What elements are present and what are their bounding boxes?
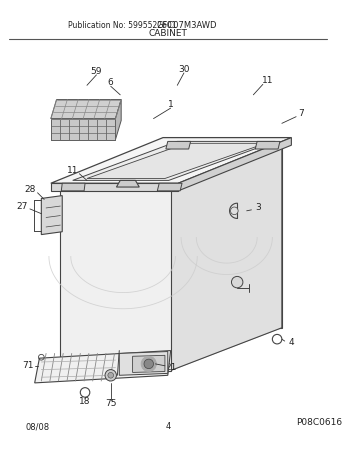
Polygon shape <box>166 141 191 149</box>
Polygon shape <box>157 183 182 191</box>
Circle shape <box>141 356 156 371</box>
Text: 11: 11 <box>67 166 78 175</box>
Text: 7: 7 <box>298 109 304 118</box>
Circle shape <box>231 207 238 215</box>
Polygon shape <box>61 183 85 191</box>
Text: 30: 30 <box>178 65 190 74</box>
Polygon shape <box>117 180 139 187</box>
Polygon shape <box>51 138 292 183</box>
Text: CABINET: CABINET <box>148 29 187 39</box>
Polygon shape <box>119 352 168 375</box>
Text: 3: 3 <box>255 203 261 212</box>
Polygon shape <box>41 196 62 235</box>
Polygon shape <box>133 355 165 372</box>
Text: 11: 11 <box>262 76 273 85</box>
Circle shape <box>105 370 117 381</box>
Text: GFC07M3AWD: GFC07M3AWD <box>156 21 217 30</box>
Text: 6: 6 <box>108 78 114 87</box>
Polygon shape <box>171 140 282 371</box>
Text: 08/08: 08/08 <box>25 422 49 431</box>
Text: 18: 18 <box>79 397 91 406</box>
Polygon shape <box>73 141 275 180</box>
Polygon shape <box>116 100 121 140</box>
Polygon shape <box>173 140 282 328</box>
Text: 4: 4 <box>165 422 170 431</box>
Circle shape <box>108 372 114 378</box>
Text: 59: 59 <box>91 67 102 76</box>
Text: 27: 27 <box>16 202 28 211</box>
Polygon shape <box>60 183 171 371</box>
Polygon shape <box>60 328 282 371</box>
Text: 1: 1 <box>168 100 174 109</box>
Text: P08C0616: P08C0616 <box>296 418 342 427</box>
Polygon shape <box>51 183 178 191</box>
Text: 71: 71 <box>22 361 34 370</box>
Polygon shape <box>51 100 121 119</box>
Circle shape <box>144 359 154 369</box>
Polygon shape <box>51 119 116 140</box>
Text: 75: 75 <box>105 400 117 408</box>
Polygon shape <box>35 351 171 383</box>
Polygon shape <box>87 143 266 178</box>
Text: 21: 21 <box>165 363 176 372</box>
Polygon shape <box>255 141 280 149</box>
Circle shape <box>231 276 243 288</box>
Text: Publication No: 5995522601: Publication No: 5995522601 <box>68 21 176 30</box>
Text: 4: 4 <box>288 337 294 347</box>
Polygon shape <box>178 138 292 191</box>
Text: 28: 28 <box>24 185 36 194</box>
